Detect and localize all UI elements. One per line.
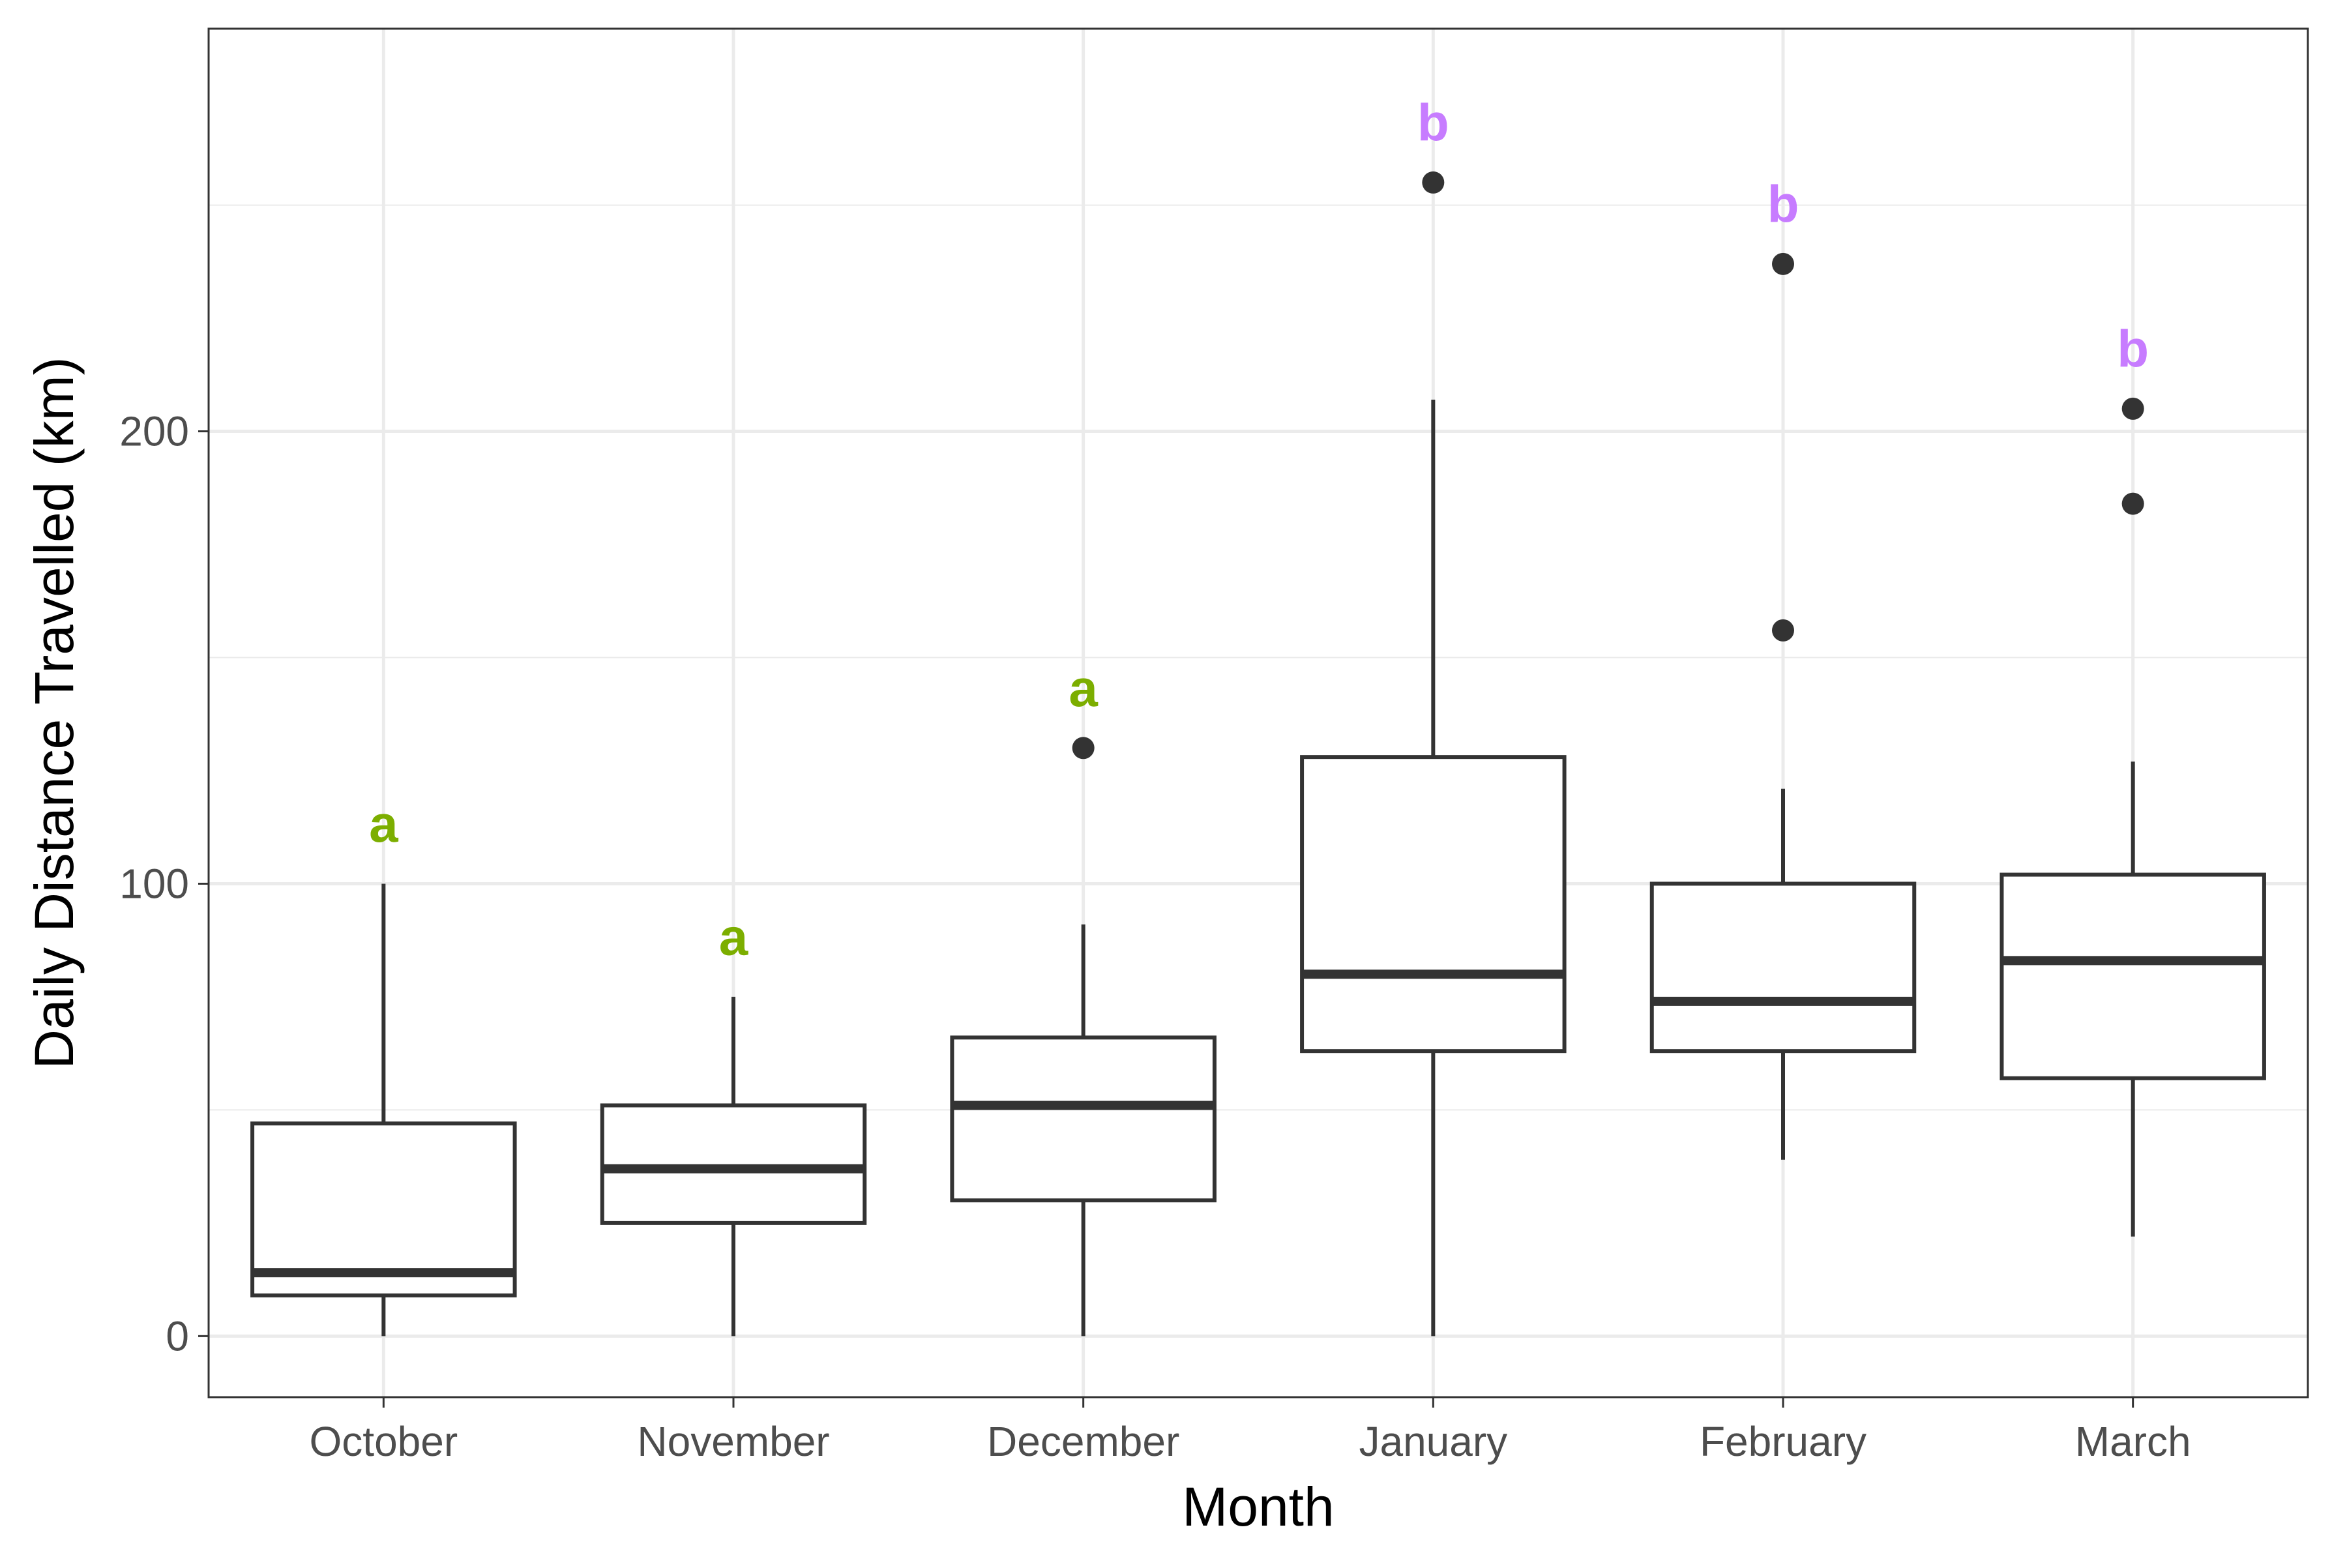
- outlier-point: [1072, 737, 1095, 760]
- boxes: a a a b b b: [250, 94, 2266, 1337]
- boxplot-march: b: [2000, 320, 2266, 1237]
- box: [1649, 881, 1917, 1054]
- boxplot-october: a: [250, 795, 517, 1337]
- x-tick-label: December: [987, 1418, 1179, 1465]
- y-tick-label: 100: [119, 860, 189, 907]
- boxplot-december: a: [950, 659, 1217, 1337]
- x-tick-label: October: [310, 1418, 458, 1465]
- axes: 0 100 200 October November December January Feb…: [119, 408, 2191, 1465]
- significance-letter: b: [1767, 175, 1799, 233]
- boxplot-february: b: [1649, 175, 1917, 1160]
- x-tick-label: February: [1700, 1418, 1867, 1465]
- box: [250, 1121, 517, 1297]
- significance-letter: a: [719, 908, 748, 966]
- y-axis-title: Daily Distance Travelled (km): [23, 357, 85, 1069]
- box: [2000, 872, 2266, 1080]
- x-tick-label: November: [637, 1418, 829, 1465]
- y-tick-label: 0: [166, 1312, 189, 1359]
- box: [950, 1035, 1217, 1203]
- x-tick-label: January: [1359, 1418, 1507, 1465]
- outlier-point: [2121, 397, 2144, 420]
- x-axis-title: Month: [1182, 1476, 1334, 1537]
- panel-border: [207, 27, 2309, 1398]
- boxplot-january: b: [1300, 94, 1567, 1337]
- x-tick-label: March: [2075, 1418, 2191, 1465]
- outlier-point: [1772, 252, 1794, 275]
- significance-letter: b: [1417, 94, 1449, 152]
- box: [1300, 755, 1567, 1054]
- significance-letter: a: [369, 795, 398, 853]
- y-tick-label: 200: [119, 408, 189, 455]
- significance-letter: b: [2117, 320, 2149, 378]
- outlier-point: [2121, 492, 2144, 515]
- outlier-point: [1772, 619, 1794, 642]
- significance-letter: a: [1069, 659, 1098, 717]
- outlier-point: [1422, 171, 1445, 194]
- boxplot-november: a: [600, 908, 867, 1337]
